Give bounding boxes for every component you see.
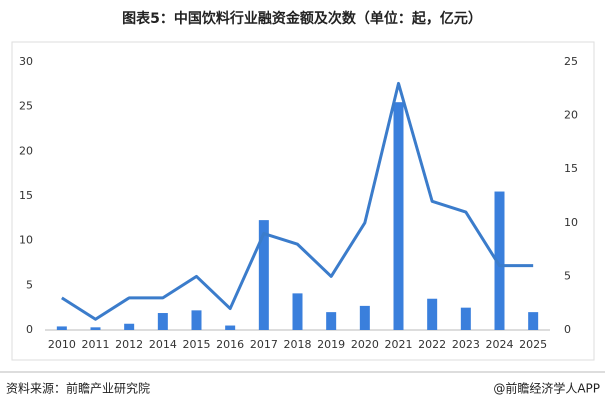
credit: @前瞻经济学人APP bbox=[493, 381, 600, 396]
chart-title: 图表5：中国饮料行业融资金额及次数（单位：起，亿元） bbox=[122, 10, 482, 27]
y-tick-label: 0 bbox=[26, 323, 33, 336]
y-tick-label: 15 bbox=[19, 189, 33, 202]
x-tick-label: 2010 bbox=[48, 338, 76, 351]
x-tick-label: 2015 bbox=[183, 338, 211, 351]
y-tick-label: 25 bbox=[19, 100, 33, 113]
bar bbox=[427, 298, 438, 330]
bar bbox=[494, 191, 505, 330]
bar bbox=[292, 293, 303, 330]
x-tick-label: 2011 bbox=[82, 338, 110, 351]
y-tick-label: 30 bbox=[19, 55, 33, 68]
y2-tick-label: 25 bbox=[564, 55, 578, 68]
x-tick-label: 2019 bbox=[317, 338, 345, 351]
x-tick-label: 2020 bbox=[351, 338, 379, 351]
bar bbox=[359, 305, 370, 330]
x-tick-label: 2024 bbox=[486, 338, 514, 351]
bar bbox=[258, 220, 269, 330]
bar bbox=[157, 313, 168, 330]
y2-tick-label: 5 bbox=[564, 269, 571, 282]
bar bbox=[393, 102, 404, 330]
bar bbox=[90, 327, 101, 330]
x-tick-label: 2023 bbox=[452, 338, 480, 351]
line bbox=[61, 81, 534, 321]
y2-tick-label: 0 bbox=[564, 323, 571, 336]
bar bbox=[191, 310, 202, 330]
x-tick-label: 2017 bbox=[250, 338, 278, 351]
x-tick-label: 2021 bbox=[385, 338, 413, 351]
bar bbox=[124, 323, 135, 330]
y2-tick-label: 20 bbox=[564, 109, 578, 122]
x-tick-label: 2018 bbox=[284, 338, 312, 351]
y-tick-label: 10 bbox=[19, 234, 33, 247]
bar bbox=[460, 307, 471, 330]
x-tick-label: 2012 bbox=[115, 338, 143, 351]
y-tick-label: 20 bbox=[19, 144, 33, 157]
y2-tick-label: 10 bbox=[564, 216, 578, 229]
bar bbox=[528, 312, 539, 330]
bar bbox=[56, 326, 67, 330]
x-tick-label: 2025 bbox=[519, 338, 547, 351]
y-tick-label: 5 bbox=[26, 278, 33, 291]
source: 资料来源：前瞻产业研究院 bbox=[6, 381, 150, 396]
x-tick-label: 2022 bbox=[418, 338, 446, 351]
x-tick-label: 2016 bbox=[216, 338, 244, 351]
bar bbox=[225, 325, 236, 330]
x-tick-label: 2014 bbox=[149, 338, 177, 351]
y2-tick-label: 15 bbox=[564, 162, 578, 175]
bar bbox=[326, 312, 337, 330]
plot-frame bbox=[11, 41, 595, 361]
